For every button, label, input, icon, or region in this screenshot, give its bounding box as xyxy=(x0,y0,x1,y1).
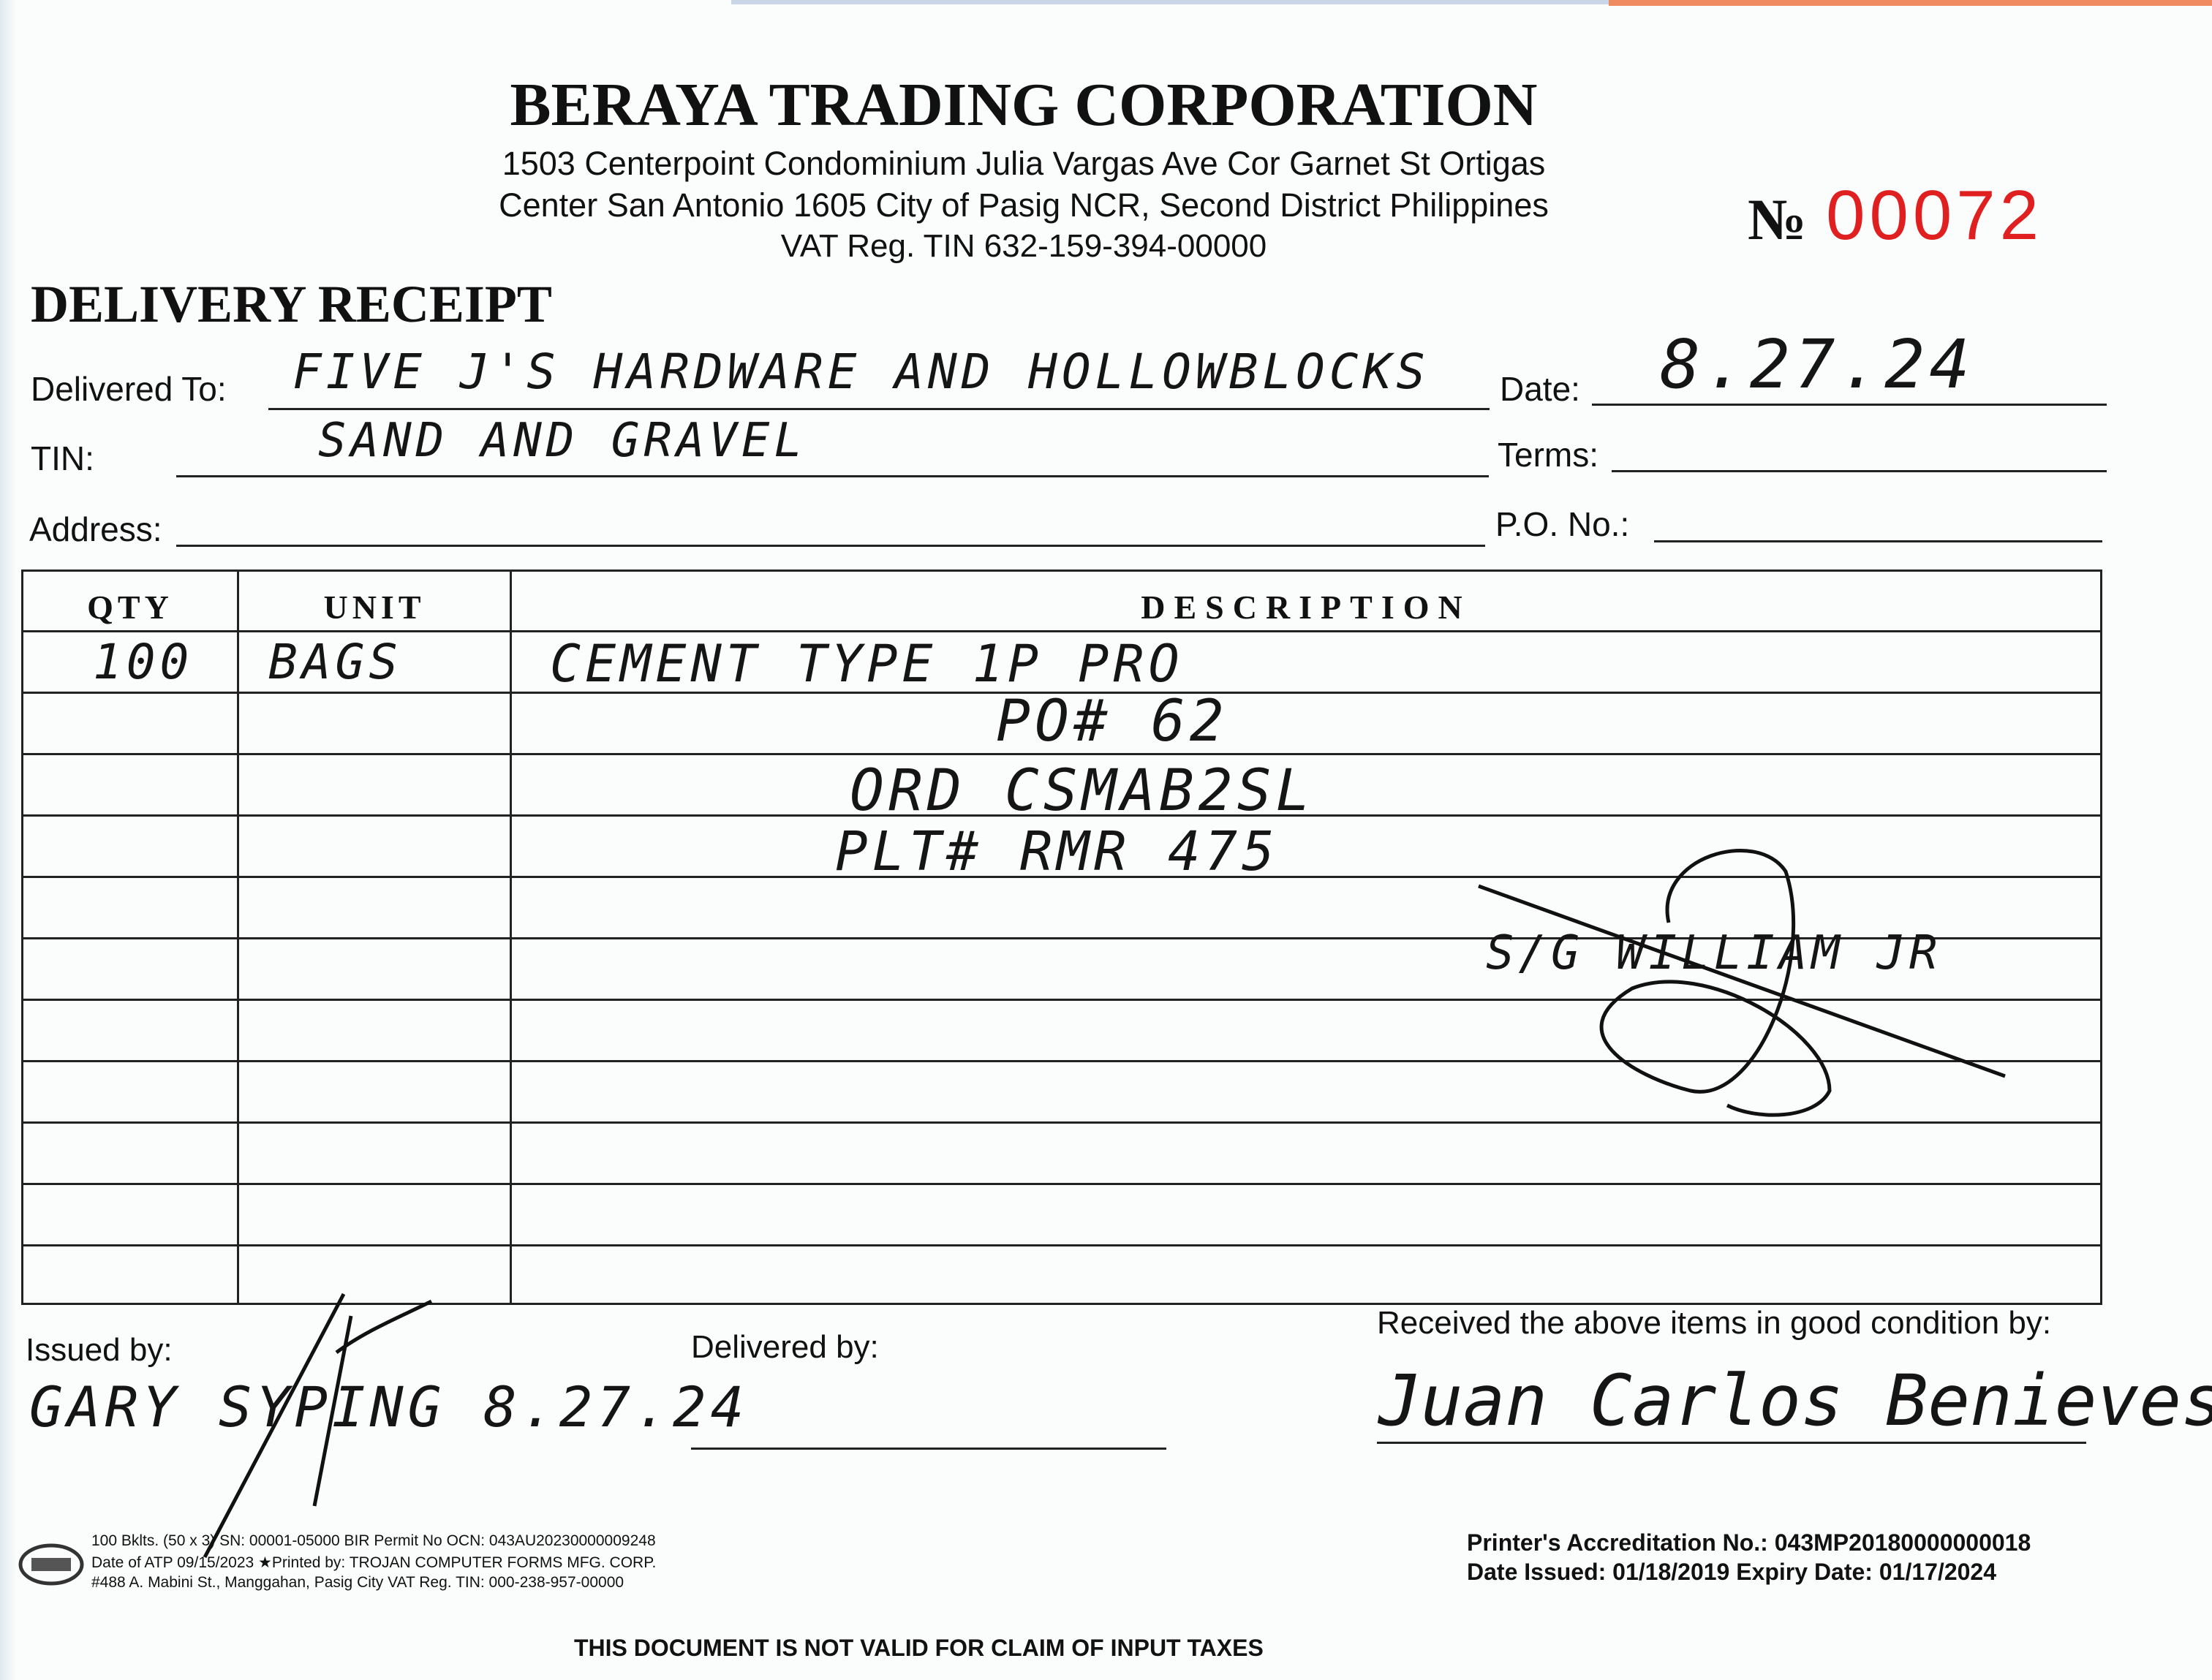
receipt-number: № 00072 xyxy=(1748,175,2043,256)
table-row-line xyxy=(23,937,2100,939)
date-value[interactable]: 8.27.24 xyxy=(1660,325,1974,404)
header-description: DESCRIPTION xyxy=(1141,589,1471,626)
header-unit: UNIT xyxy=(323,589,426,626)
disclaimer: THIS DOCUMENT IS NOT VALID FOR CLAIM OF … xyxy=(574,1635,1264,1661)
row-3-description[interactable]: ORD CSMAB2SL xyxy=(850,758,1315,824)
tin-line xyxy=(176,475,1489,477)
table-row-line xyxy=(23,1121,2100,1124)
printer-logo-icon xyxy=(18,1543,84,1586)
date-issued: Date Issued: 01/18/2019 Expiry Date: 01/… xyxy=(1467,1559,1996,1585)
terms-line xyxy=(1612,470,2107,472)
header-qty: QTY xyxy=(87,589,173,626)
table-row-line xyxy=(23,1244,2100,1246)
printer-line-1: 100 Bklts. (50 x 3) SN: 00001-05000 BIR … xyxy=(91,1532,656,1549)
table-row-line xyxy=(23,1183,2100,1185)
table-row-line xyxy=(23,814,2100,817)
table-row-line xyxy=(23,692,2100,694)
row-1-unit[interactable]: BAGS xyxy=(268,634,402,690)
table-row-line xyxy=(23,753,2100,755)
row-1-description[interactable]: CEMENT TYPE 1P PRO xyxy=(550,634,1184,694)
row-4-description[interactable]: PLT# RMR 475 xyxy=(835,820,1279,883)
po-line xyxy=(1654,540,2102,542)
delivered-to-value[interactable]: FIVE J'S HARDWARE AND HOLLOWBLOCKS xyxy=(292,344,1430,400)
company-address-2: Center San Antonio 1605 City of Pasig NC… xyxy=(499,186,1549,224)
table-row-line xyxy=(23,999,2100,1001)
delivered-to-label: Delivered To: xyxy=(31,370,227,408)
date-label: Date: xyxy=(1500,370,1580,408)
printer-accreditation: Printer's Accreditation No.: 043MP201800… xyxy=(1467,1529,2031,1556)
received-line xyxy=(1377,1442,2086,1444)
table-row-line xyxy=(23,1060,2100,1062)
company-vat-tin: VAT Reg. TIN 632-159-394-00000 xyxy=(780,228,1267,264)
company-name: BERAYA TRADING CORPORATION xyxy=(510,71,1538,139)
tin-value[interactable]: SAND AND GRAVEL xyxy=(318,414,807,468)
table-row-line xyxy=(23,630,2100,632)
tin-label: TIN: xyxy=(31,439,94,477)
date-line xyxy=(1592,404,2107,406)
delivered-to-line xyxy=(268,408,1490,410)
paper-edge xyxy=(0,0,16,1680)
address-line xyxy=(176,545,1485,547)
row-1-qty[interactable]: 100 xyxy=(93,634,194,690)
delivered-by-line xyxy=(691,1448,1166,1450)
doc-title: DELIVERY RECEIPT xyxy=(31,275,552,333)
row-2-description[interactable]: PO# 62 xyxy=(996,689,1228,754)
received-label: Received the above items in good conditi… xyxy=(1377,1305,2052,1341)
company-address-1: 1503 Centerpoint Condominium Julia Varga… xyxy=(502,145,1546,182)
issued-by-label: Issued by: xyxy=(26,1332,173,1368)
printer-line-2: Date of ATP 09/15/2023 ★Printed by: TROJ… xyxy=(91,1554,657,1571)
printer-line-3: #488 A. Mabini St., Manggahan, Pasig Cit… xyxy=(91,1574,624,1591)
number-sign: № xyxy=(1748,188,1807,252)
receipt-number-value: 00072 xyxy=(1826,176,2044,254)
terms-label: Terms: xyxy=(1498,436,1598,474)
issued-by-value[interactable]: GARY SYPING 8.27.24 xyxy=(29,1374,749,1439)
address-label: Address: xyxy=(29,510,162,548)
table-row-line xyxy=(23,876,2100,878)
po-label: P.O. No.: xyxy=(1495,505,1630,543)
issued-signature-stroke xyxy=(203,1293,433,1559)
received-signature[interactable]: Juan Carlos Benieves xyxy=(1378,1360,2212,1442)
delivered-by-label: Delivered by: xyxy=(691,1329,879,1365)
items-table: QTY UNIT DESCRIPTION 100 BAGS CEMENT TYP… xyxy=(21,570,2102,1305)
scan-edge xyxy=(1609,0,2212,6)
signature-scribble xyxy=(1478,848,2006,1117)
scan-edge xyxy=(731,0,1609,4)
